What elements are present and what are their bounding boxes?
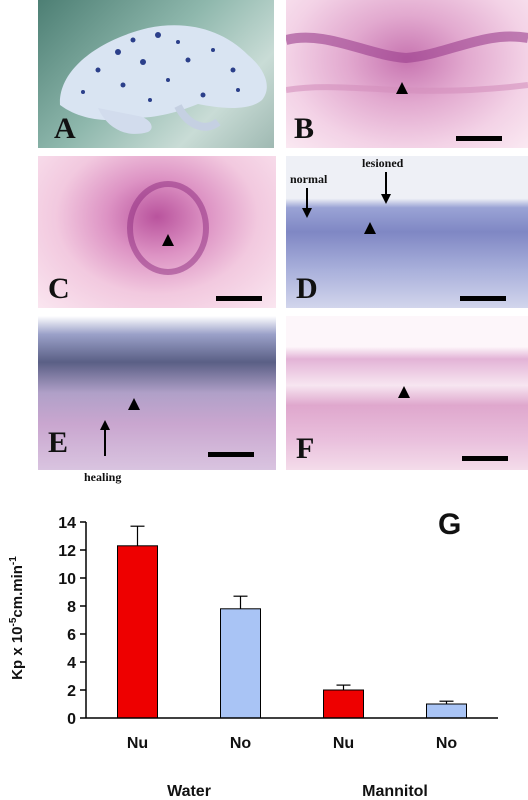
histology-b-image (286, 31, 528, 94)
panel-c-label: C (48, 272, 70, 305)
scale-bar (460, 296, 506, 301)
panel-a: A (38, 0, 274, 148)
panel-b-label: B (294, 112, 315, 145)
x-category-label: No (230, 735, 252, 752)
arrowhead-marker (396, 82, 408, 94)
panel-c: C (38, 156, 276, 308)
y-tick-label: 6 (67, 627, 76, 644)
panel-f-label: F (296, 432, 315, 465)
chart-panel-g: G Kp x 10-5cm.min-1 0 2 4 6 8 10 12 14 Nu No Nu No… (0, 500, 528, 800)
x-category-label: Nu (127, 735, 148, 752)
panel-e: E (38, 316, 276, 470)
y-tick-label: 0 (67, 711, 76, 728)
y-tick-label: 8 (67, 599, 76, 616)
panel-d-label: D (296, 272, 318, 305)
pointer-arrows (100, 420, 110, 456)
y-tick-label: 14 (58, 515, 76, 532)
bar (220, 608, 261, 719)
y-axis-label-exp2: -1 (8, 556, 19, 565)
arrowhead-marker (162, 234, 174, 246)
histology-c-image (127, 181, 209, 275)
y-axis-label-exp: -5 (8, 617, 19, 626)
arrowhead-marker (364, 222, 376, 234)
arrowhead-marker (128, 398, 140, 410)
y-tick-label: 4 (67, 655, 76, 672)
bar-chart: G Kp x 10-5cm.min-1 0 2 4 6 8 10 12 14 Nu No Nu No… (8, 508, 498, 800)
y-axis-label: Kp x 10-5cm.min-1 (8, 556, 26, 680)
bar (117, 545, 158, 719)
panel-a-label: A (54, 112, 76, 145)
x-category-label: Nu (333, 735, 354, 752)
annotation-healing: healing (84, 470, 122, 484)
y-tick-label: 12 (58, 543, 76, 560)
x-group-label: Water (167, 783, 211, 800)
y-axis-label-unit: cm.min (9, 565, 26, 618)
annotation-lesioned: lesioned (362, 156, 404, 170)
bar (323, 689, 364, 719)
pointer-arrows (302, 172, 391, 218)
annotation-normal: normal (290, 172, 328, 186)
y-axis-label-main: Kp x 10 (9, 626, 26, 679)
scale-bar (456, 136, 502, 141)
arrowhead-marker (398, 386, 410, 398)
scale-bar (208, 452, 254, 457)
scale-bar (216, 296, 262, 301)
bar (426, 703, 467, 719)
y-tick-label: 10 (58, 571, 76, 588)
y-tick-label: 2 (67, 683, 76, 700)
x-group-label: Mannitol (362, 783, 428, 800)
scale-bar (462, 456, 508, 461)
panel-f: F (286, 316, 528, 470)
mouse-pup-image (59, 25, 267, 134)
panel-d: normal lesioned D (286, 156, 528, 308)
chart-panel-label: G (438, 508, 461, 541)
panel-b: B (286, 0, 528, 148)
x-category-label: No (436, 735, 458, 752)
panel-e-label: E (48, 426, 69, 459)
